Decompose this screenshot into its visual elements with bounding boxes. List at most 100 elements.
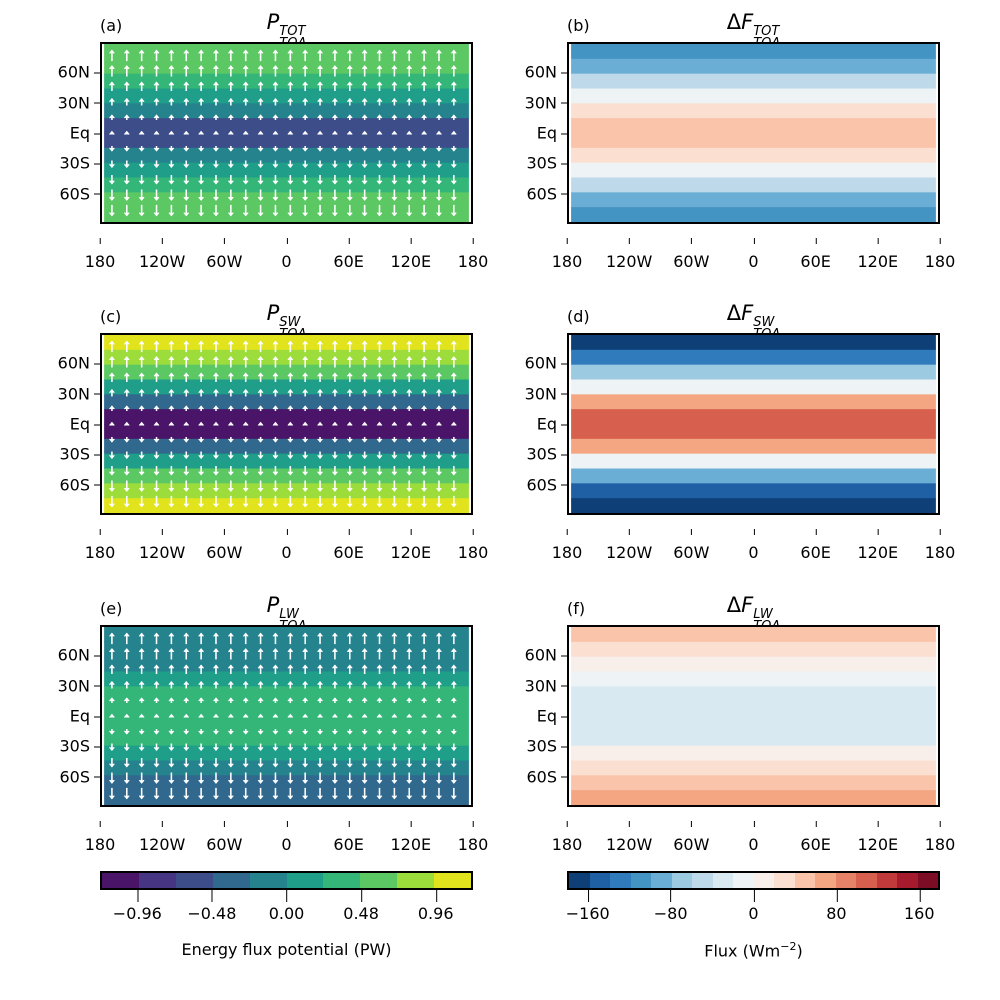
flux-arrow — [361, 664, 368, 674]
colorbar-bin — [671, 873, 692, 888]
flux-arrow — [198, 49, 204, 62]
field-band — [571, 438, 936, 455]
flux-arrow — [332, 49, 338, 62]
flux-arrow — [168, 743, 175, 752]
lon-tick-label: 120W — [605, 238, 653, 271]
flux-arrow — [257, 65, 264, 77]
flux-arrow — [138, 49, 145, 62]
flux-arrow — [138, 495, 145, 508]
flux-arrow — [183, 356, 190, 368]
flux-arrow — [376, 65, 383, 77]
flux-arrow — [138, 340, 145, 353]
flux-arrow — [317, 480, 323, 492]
flux-arrow — [421, 160, 427, 169]
flux-arrow — [257, 787, 264, 800]
flux-arrow — [123, 772, 130, 784]
flux-arrow — [332, 787, 338, 800]
flux-arrow — [302, 175, 309, 185]
flux-arrow — [183, 340, 190, 353]
flux-arrow — [302, 729, 309, 735]
flux-arrow — [391, 175, 398, 185]
field-band — [104, 716, 469, 732]
flux-arrow — [317, 437, 323, 443]
flux-arrow — [198, 437, 204, 443]
colorbar-bin — [434, 873, 472, 888]
flux-arrow — [317, 340, 323, 353]
flux-arrow — [406, 772, 413, 784]
lon-tick-label: 120E — [390, 821, 432, 854]
flux-arrow — [436, 743, 442, 752]
field-band — [571, 379, 936, 395]
flux-arrow — [302, 713, 309, 718]
lat-tick-label: 30S — [59, 153, 100, 173]
flux-arrow — [436, 146, 442, 152]
flux-arrow — [242, 632, 249, 645]
flux-arrow — [317, 356, 323, 368]
field-band — [571, 133, 936, 149]
flux-arrow — [361, 175, 368, 185]
field-band — [104, 730, 469, 747]
flux-arrow — [421, 146, 427, 152]
flux-arrow — [332, 421, 338, 426]
flux-arrow — [153, 697, 160, 703]
lon-tick-label: 60E — [333, 238, 364, 271]
flux-arrow — [228, 648, 234, 660]
flux-arrow — [332, 680, 338, 689]
colorbar-bin — [651, 873, 672, 888]
flux-arrow — [183, 680, 190, 689]
flux-arrow — [242, 146, 249, 152]
flux-arrow — [109, 466, 115, 476]
colorbar-label-end: ) — [796, 941, 803, 961]
flux-arrow — [198, 743, 204, 752]
flux-arrow — [317, 160, 323, 169]
flux-arrow — [272, 632, 279, 645]
field-band — [104, 103, 469, 119]
flux-arrow — [183, 372, 190, 382]
flux-arrow — [109, 787, 115, 800]
flux-arrow — [332, 772, 338, 784]
colorbar-bin — [835, 873, 856, 888]
field-band — [571, 468, 936, 484]
flux-arrow — [391, 372, 398, 382]
map-panel-c: (c) P SW TOA 60N 30N Eq 30S 60S 180 120W 60W 0 60E 120… — [58, 301, 489, 562]
flux-arrow — [376, 81, 383, 91]
flux-arrow — [228, 466, 234, 476]
flux-arrow — [287, 388, 294, 397]
flux-arrow — [302, 648, 309, 660]
flux-arrow — [376, 437, 383, 443]
flux-arrow — [109, 114, 115, 120]
flux-arrow — [242, 388, 249, 397]
flux-arrow — [346, 495, 353, 508]
flux-arrow — [123, 356, 130, 368]
lat-tick-label: 30S — [59, 736, 100, 756]
lon-tick-label: 180 — [84, 238, 116, 271]
flux-arrow — [153, 160, 160, 169]
flux-arrow — [109, 772, 115, 784]
flux-arrow — [436, 648, 442, 660]
flux-arrow — [123, 388, 130, 397]
flux-arrow — [138, 437, 145, 443]
flux-arrow — [421, 437, 427, 443]
flux-arrow — [272, 49, 279, 62]
flux-arrow — [391, 49, 398, 62]
flux-arrow — [138, 758, 145, 768]
flux-arrow — [436, 204, 442, 217]
flux-arrow — [183, 204, 190, 217]
flux-arrow — [272, 175, 279, 185]
lon-tick-label: 60E — [800, 821, 831, 854]
flux-arrow — [272, 495, 279, 508]
flux-arrow — [198, 65, 204, 77]
flux-arrow — [198, 81, 204, 91]
flux-arrow — [198, 356, 204, 368]
flux-arrow — [391, 758, 398, 768]
flux-arrow — [153, 405, 160, 411]
flux-arrow — [257, 356, 264, 368]
flux-arrow — [421, 204, 427, 217]
flux-arrow — [451, 743, 457, 752]
flux-arrow — [138, 175, 145, 185]
flux-arrow — [391, 495, 398, 508]
flux-arrow — [138, 65, 145, 77]
flux-arrow — [302, 340, 309, 353]
panel-label: (b) — [567, 16, 590, 35]
flux-arrow — [168, 189, 175, 201]
